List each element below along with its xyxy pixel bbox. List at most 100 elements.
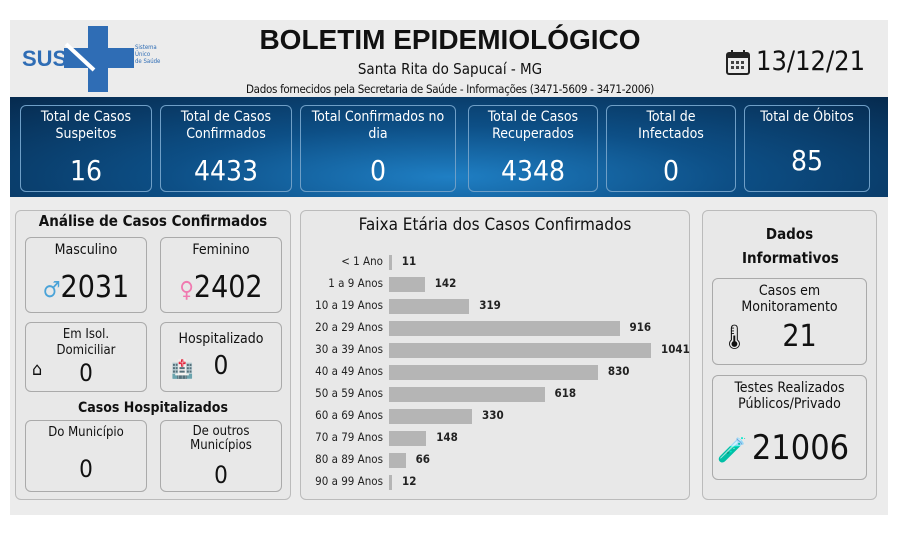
male-icon: ♂ [42,278,61,303]
analysis-title: Análise de Casos Confirmados [38,212,268,230]
bar [389,409,473,424]
sus-logo: SUS Sistema Único de Saúde [20,26,180,92]
sus-cross-icon [64,26,134,92]
card-value: 4348 [500,154,566,187]
logo-sub: Sistema [135,44,157,51]
data-source: Dados fornecidos pela Secretaria de Saúd… [245,82,654,96]
chart-row: 20 a 29 Anos 916 [300,318,690,338]
card-label: Total de Óbitos [760,109,854,125]
info-title: Dados Informativos [742,225,839,267]
data-label: 142 [434,276,457,290]
chart-row: 80 a 89 Anos 66 [300,450,690,470]
category-label: 30 a 39 Anos [315,342,383,356]
isolation-value: 0 [79,359,93,387]
other-label: De outros Municípios [190,424,252,453]
bar [389,453,406,468]
card-value: 0 [662,154,680,187]
card-value: 4433 [193,154,259,187]
card-value: 0 [369,154,387,187]
card-value: 85 [790,144,824,177]
chart-row: < 1 Ano 11 [300,252,690,272]
bar [389,277,425,292]
bar [389,255,392,270]
logo-sub: de Saúde [135,58,161,65]
chart-row: 1 a 9 Anos 142 [300,274,690,294]
chart-row: 60 a 69 Anos 330 [300,406,690,426]
chart-row: 40 a 49 Anos 830 [300,362,690,382]
data-label: 330 [482,408,504,422]
bar [389,431,427,446]
hospital-icon: 🏥 [171,359,194,380]
chart-title: Faixa Etária dos Casos Confirmados [358,215,632,235]
category-label: 80 a 89 Anos [315,452,383,466]
chart-row: 70 a 79 Anos 148 [300,428,690,448]
report-date: 13/12/21 [726,46,865,77]
female-value: 2402 [193,270,263,305]
test-tube-icon: 🧪 [717,436,747,464]
bar [389,299,470,314]
data-label: 11 [401,254,417,268]
confirmed-today-card: Total Confirmados no dia 0 [300,105,456,192]
infected-card: Total de Infectados 0 [606,105,736,192]
card-label: Total Confirmados no dia [311,109,445,142]
recovered-card: Total de Casos Recuperados 4348 [468,105,598,192]
bar [389,365,598,380]
municipal-label: Do Município [48,425,124,440]
hospitalized-title: Casos Hospitalizados [78,400,228,416]
municipal-value: 0 [79,455,93,483]
card-label: Total de Casos Recuperados [487,109,579,142]
chart-row: 50 a 59 Anos 618 [300,384,690,404]
other-value: 0 [214,461,228,489]
female-icon: ♀ [179,278,194,303]
bar [389,387,545,402]
card-value: 16 [69,154,103,187]
house-icon: ⌂ [32,359,43,380]
monitoring-label: Casos em Monitoramento [741,283,838,315]
logo-sub: Único [135,51,151,58]
city-name: Santa Rita do Sapucaí - MG [357,60,543,78]
deaths-card: Total de Óbitos 85 [744,105,870,192]
data-label: 66 [415,452,431,466]
tests-box: Testes Realizados Públicos/Privado 🧪 210… [712,375,867,480]
totals-band [10,97,888,197]
data-label: 618 [554,386,577,400]
data-label: 830 [607,364,630,378]
category-label: 90 a 99 Anos [315,474,383,488]
data-label: 319 [479,298,501,312]
home-isolation-box: Em Isol. Domiciliar ⌂ 0 [25,322,147,392]
female-label: Feminino [192,242,250,258]
female-box: Feminino ♀2402 [160,237,282,313]
male-value: 2031 [60,270,130,305]
data-label: 148 [436,430,458,444]
monitoring-value: 21 [782,319,817,354]
category-label: < 1 Ano [341,254,383,268]
male-box: Masculino ♂2031 [25,237,147,313]
calendar-icon [726,49,750,75]
hospital-value: 0 [213,351,229,381]
hospitalized-box: Hospitalizado 🏥 0 [160,322,282,392]
category-label: 40 a 49 Anos [315,364,383,378]
thermometer-icon: 🌡 [719,323,750,351]
data-label: 1041 [661,342,690,356]
logo-text: SUS [22,46,68,71]
category-label: 1 a 9 Anos [328,276,383,290]
bar [389,475,393,490]
category-label: 10 a 19 Anos [315,298,383,312]
chart-row: 10 a 19 Anos 319 [300,296,690,316]
data-label: 12 [402,474,417,488]
date-text: 13/12/21 [756,46,866,77]
category-label: 70 a 79 Anos [315,430,383,444]
monitoring-box: Casos em Monitoramento 🌡 21 [712,278,867,365]
tests-value: 21006 [751,428,850,468]
isolation-label: Em Isol. Domiciliar [56,327,116,358]
card-label: Total de Casos Confirmados [180,109,272,142]
bar [389,343,651,358]
total-confirmed-card: Total de Casos Confirmados 4433 [160,105,292,192]
bar [389,321,620,336]
card-label: Total de Infectados [638,109,704,142]
total-suspect-card: Total de Casos Suspeitos 16 [20,105,152,192]
page-title: BOLETIM EPIDEMIOLÓGICO [259,24,641,55]
municipal-box: Do Município 0 [25,420,147,492]
data-label: 916 [629,320,652,334]
hospital-label: Hospitalizado [178,331,264,347]
